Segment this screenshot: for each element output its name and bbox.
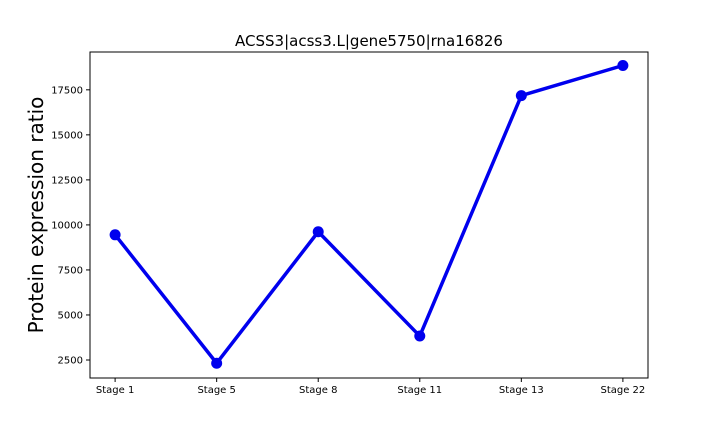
y-axis-label: Protein expression ratio [24,97,48,334]
data-point [211,357,223,369]
data-point [617,60,629,72]
data-point [109,229,121,241]
series-line [113,63,625,365]
x-tick-label: Stage 13 [499,385,544,396]
x-tick-label: Stage 1 [96,385,134,396]
data-point [515,90,527,102]
y-tick-label: 5000 [58,310,83,321]
x-tick-label: Stage 22 [600,385,645,396]
y-tick-label: 10000 [51,220,83,231]
plot-frame [89,51,649,379]
y-tick-label: 17500 [51,85,83,96]
x-tick-label: Stage 11 [397,385,442,396]
x-tick-label: Stage 5 [197,385,235,396]
data-point [312,226,324,238]
y-tick-label: 2500 [58,355,83,366]
data-point [414,330,426,342]
y-tick-label: 15000 [51,130,83,141]
y-tick-label: 7500 [58,265,83,276]
plot-area: Stage 1 Stage 5 Stage 8 Stage 11 Stage 13 Sta… [51,60,645,396]
y-tick-label: 12500 [51,175,83,186]
chart-title: ACSS3|acss3.L|gene5750|rna16826 [235,32,503,50]
x-tick-label: Stage 8 [299,385,337,396]
